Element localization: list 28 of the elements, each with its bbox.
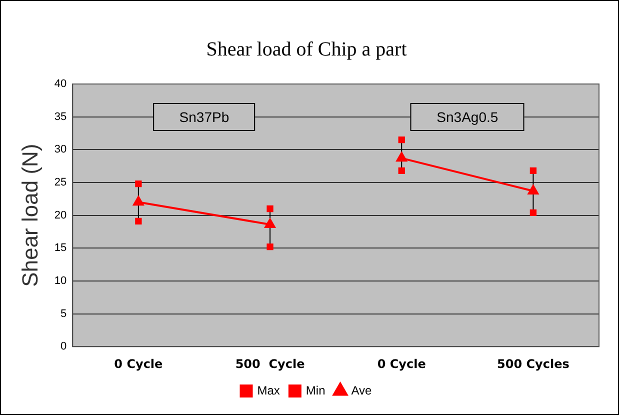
x-tick-label: 0 Cycle [114,356,163,371]
point [266,243,274,250]
label-box: Sn3Ag0.5 [410,103,524,131]
legend-label: Max [257,383,280,398]
point [530,209,537,216]
point [398,136,405,144]
y-tick-label: 35 [54,110,67,123]
x-tick-label: 500 Cycle [235,356,305,371]
y-tick-label: 10 [54,274,67,287]
x-tick-label: 0 Cycle [377,356,426,371]
y-axis-title: Shear load (N) [17,144,42,287]
y-tick-label: 15 [54,242,67,254]
point [266,205,274,212]
point [135,218,142,225]
point [398,167,405,174]
y-tick-label: 5 [60,308,67,320]
chart-title: Shear load of Chip a part [206,38,408,60]
legend-label: Min [306,383,326,398]
label-box: Sn37Pb [153,103,256,131]
y-tick-label: 30 [54,144,67,156]
x-tick-label: 500 Cycles [497,356,570,371]
point [530,167,537,174]
y-tick-label: 0 [60,340,67,353]
y-tick-label: 25 [54,176,67,189]
y-tick-label: 20 [54,209,67,222]
y-tick-label: 40 [54,78,67,90]
legend-label: Ave [351,383,372,398]
point [135,180,142,188]
